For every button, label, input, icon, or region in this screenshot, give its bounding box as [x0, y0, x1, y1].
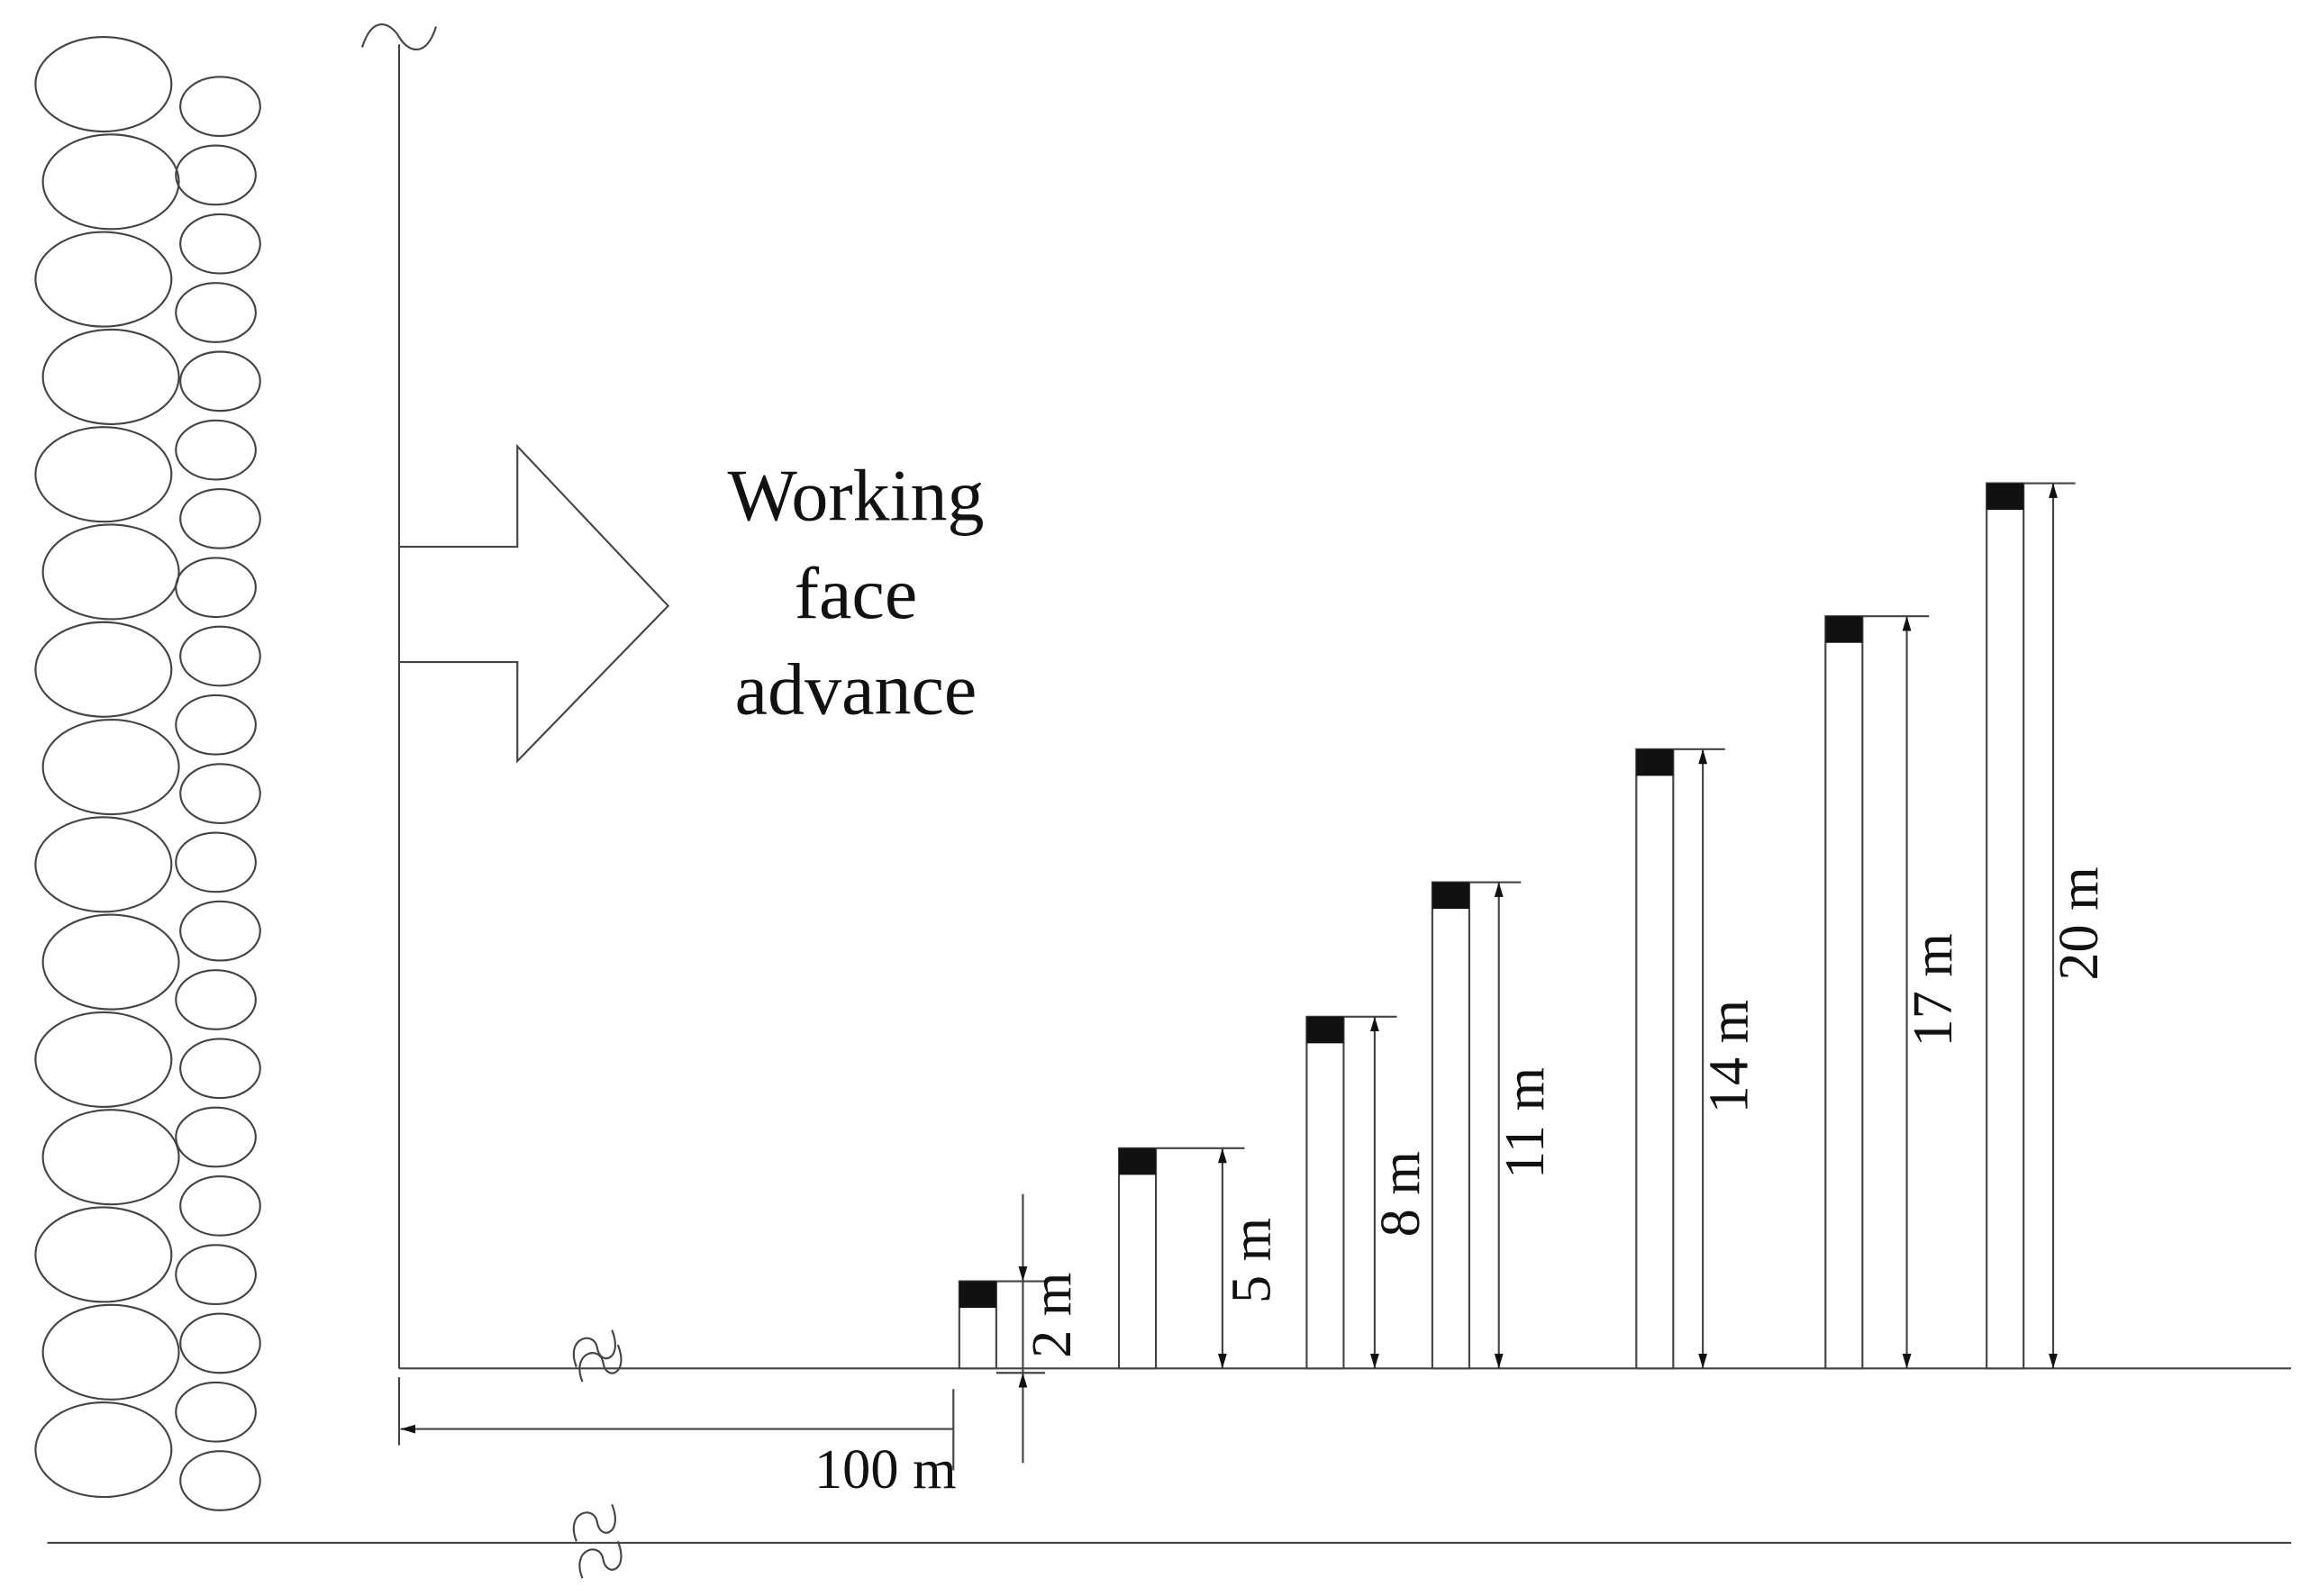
pillar — [1305, 1015, 1345, 1370]
rock-block — [34, 231, 173, 328]
pillar — [1986, 482, 2025, 1370]
monitoring-points: 2 m 5 m 8 m 11 m 14 m 17 m 20 m — [958, 482, 2110, 1464]
rock-block — [175, 831, 257, 893]
height-label: 11 m — [1494, 1067, 1556, 1179]
monitor-point — [1119, 1147, 1157, 1175]
rock-block — [179, 488, 261, 549]
break-symbol — [572, 1329, 623, 1383]
rock-block — [34, 816, 173, 913]
rock-block — [179, 763, 261, 824]
height-label: 20 m — [2048, 866, 2110, 980]
rock-block — [175, 1381, 257, 1443]
monitor-point — [1306, 1016, 1344, 1044]
rock-block — [179, 625, 261, 687]
distance-label: 100 m — [814, 1438, 957, 1501]
rock-block — [175, 419, 257, 481]
height-label: 2 m — [1021, 1273, 1083, 1358]
rock-block — [175, 282, 257, 343]
monitor-point — [1986, 483, 2024, 511]
rock-block — [179, 213, 261, 275]
rock-block — [41, 1303, 180, 1401]
rock-block — [41, 1109, 180, 1206]
rock-block — [179, 1174, 261, 1237]
rock-block — [179, 350, 261, 413]
rock-block — [179, 1038, 261, 1100]
monitor-point — [1825, 616, 1863, 643]
monitor-point — [1636, 748, 1674, 776]
rock-block — [41, 913, 180, 1011]
pillar — [1431, 881, 1470, 1370]
rock-block — [175, 694, 257, 756]
rock-block — [175, 557, 257, 619]
pillar — [1635, 748, 1675, 1370]
height-label: 17 m — [1902, 933, 1964, 1047]
rock-block — [179, 76, 261, 138]
rock-block — [34, 426, 173, 523]
rock-block — [179, 900, 261, 962]
rock-block — [41, 523, 180, 621]
rock-block — [175, 1244, 257, 1306]
height-label: 5 m — [1220, 1218, 1282, 1303]
rock-block — [34, 621, 173, 718]
height-label: 8 m — [1369, 1151, 1432, 1237]
annotation-text: face — [795, 552, 918, 634]
rock-block — [34, 1206, 173, 1303]
rock-block — [175, 144, 257, 206]
rock-block — [34, 1011, 173, 1108]
monitor-point — [959, 1281, 996, 1309]
rock-block — [41, 133, 180, 231]
rock-mass — [34, 35, 261, 1511]
pillar — [1824, 615, 1864, 1370]
annotation-text: Working — [728, 455, 985, 537]
rock-block — [179, 1450, 261, 1511]
annotation-text: advance — [735, 648, 977, 730]
rock-block — [41, 328, 180, 425]
break-symbol — [360, 23, 438, 50]
rock-block — [179, 1312, 261, 1374]
pillar — [1117, 1147, 1158, 1370]
rock-block — [34, 1401, 173, 1499]
rock-block — [41, 718, 180, 816]
rock-block — [34, 35, 173, 133]
rock-block — [175, 1106, 257, 1168]
height-label: 14 m — [1697, 1000, 1759, 1113]
break-symbol — [572, 1503, 623, 1579]
rock-block — [175, 969, 257, 1030]
monitor-point — [1432, 882, 1469, 910]
advance-arrow — [399, 443, 670, 764]
